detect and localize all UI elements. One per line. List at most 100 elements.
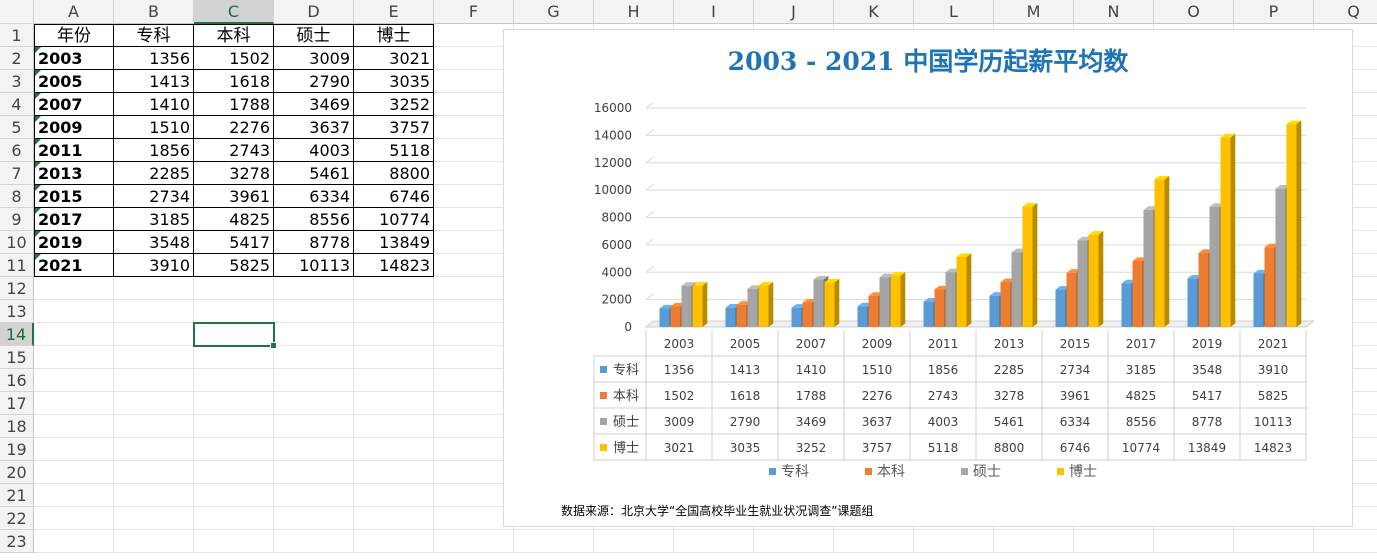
value-cell[interactable]: 1510 bbox=[114, 116, 194, 139]
value-cell[interactable]: 3021 bbox=[354, 47, 434, 70]
grid-cell[interactable] bbox=[594, 530, 674, 553]
row-header-13[interactable]: 13 bbox=[0, 300, 34, 323]
grid-cell[interactable] bbox=[434, 507, 514, 530]
column-header-c[interactable]: C bbox=[194, 0, 274, 24]
grid-cell[interactable] bbox=[434, 116, 514, 139]
grid-cell[interactable] bbox=[114, 369, 194, 392]
value-cell[interactable]: 3637 bbox=[274, 116, 354, 139]
grid-cell[interactable] bbox=[434, 392, 514, 415]
value-cell[interactable]: 5417 bbox=[194, 231, 274, 254]
grid-cell[interactable] bbox=[354, 323, 434, 346]
grid-cell[interactable] bbox=[114, 507, 194, 530]
row-header-2[interactable]: 2 bbox=[0, 47, 34, 70]
grid-cell[interactable] bbox=[434, 346, 514, 369]
grid-cell[interactable] bbox=[434, 231, 514, 254]
grid-cell[interactable] bbox=[114, 392, 194, 415]
grid-cell[interactable] bbox=[434, 93, 514, 116]
grid-cell[interactable] bbox=[34, 507, 114, 530]
value-cell[interactable]: 3009 bbox=[274, 47, 354, 70]
grid-cell[interactable] bbox=[434, 70, 514, 93]
grid-cell[interactable] bbox=[434, 208, 514, 231]
row-header-12[interactable]: 12 bbox=[0, 277, 34, 300]
grid-cell[interactable] bbox=[434, 415, 514, 438]
table-header-cell[interactable]: 本科 bbox=[194, 24, 274, 47]
grid-cell[interactable] bbox=[274, 461, 354, 484]
grid-cell[interactable] bbox=[194, 438, 274, 461]
grid-cell[interactable] bbox=[194, 369, 274, 392]
value-cell[interactable]: 4825 bbox=[194, 208, 274, 231]
value-cell[interactable]: 1618 bbox=[194, 70, 274, 93]
year-cell[interactable]: 2013 bbox=[34, 162, 114, 185]
value-cell[interactable]: 6334 bbox=[274, 185, 354, 208]
grid-cell[interactable] bbox=[354, 369, 434, 392]
grid-cell[interactable] bbox=[34, 530, 114, 553]
row-header-6[interactable]: 6 bbox=[0, 139, 34, 162]
row-header-1[interactable]: 1 bbox=[0, 24, 34, 47]
grid-cell[interactable] bbox=[34, 369, 114, 392]
grid-cell[interactable] bbox=[514, 530, 594, 553]
year-cell[interactable]: 2003 bbox=[34, 47, 114, 70]
row-header-5[interactable]: 5 bbox=[0, 116, 34, 139]
grid-cell[interactable] bbox=[434, 530, 514, 553]
grid-cell[interactable] bbox=[34, 323, 114, 346]
column-header-k[interactable]: K bbox=[834, 0, 914, 24]
grid-cell[interactable] bbox=[274, 392, 354, 415]
value-cell[interactable]: 4003 bbox=[274, 139, 354, 162]
table-header-cell[interactable]: 博士 bbox=[354, 24, 434, 47]
year-cell[interactable]: 2017 bbox=[34, 208, 114, 231]
row-header-9[interactable]: 9 bbox=[0, 208, 34, 231]
value-cell[interactable]: 3185 bbox=[114, 208, 194, 231]
year-cell[interactable]: 2011 bbox=[34, 139, 114, 162]
year-cell[interactable]: 2019 bbox=[34, 231, 114, 254]
grid-cell[interactable] bbox=[354, 300, 434, 323]
grid-cell[interactable] bbox=[434, 369, 514, 392]
grid-cell[interactable] bbox=[34, 461, 114, 484]
chart-area[interactable]: 2003 - 2021 中国学历起薪平均数 0 2000 4000 6000 8000 1… bbox=[503, 29, 1353, 527]
grid-cell[interactable] bbox=[34, 300, 114, 323]
grid-cell[interactable] bbox=[834, 530, 914, 553]
value-cell[interactable]: 8800 bbox=[354, 162, 434, 185]
value-cell[interactable]: 2743 bbox=[194, 139, 274, 162]
grid-cell[interactable] bbox=[114, 415, 194, 438]
grid-cell[interactable] bbox=[434, 277, 514, 300]
grid-cell[interactable] bbox=[114, 346, 194, 369]
value-cell[interactable]: 3278 bbox=[194, 162, 274, 185]
select-all-corner[interactable] bbox=[0, 0, 34, 24]
year-cell[interactable]: 2009 bbox=[34, 116, 114, 139]
value-cell[interactable]: 3252 bbox=[354, 93, 434, 116]
grid-cell[interactable] bbox=[354, 461, 434, 484]
table-header-cell[interactable]: 年份 bbox=[34, 24, 114, 47]
grid-cell[interactable] bbox=[434, 461, 514, 484]
grid-cell[interactable] bbox=[354, 438, 434, 461]
year-cell[interactable]: 2021 bbox=[34, 254, 114, 277]
grid-cell[interactable] bbox=[434, 300, 514, 323]
grid-cell[interactable] bbox=[274, 438, 354, 461]
grid-cell[interactable] bbox=[434, 323, 514, 346]
grid-cell[interactable] bbox=[274, 507, 354, 530]
column-header-q[interactable]: Q bbox=[1314, 0, 1377, 24]
value-cell[interactable]: 8556 bbox=[274, 208, 354, 231]
value-cell[interactable]: 1410 bbox=[114, 93, 194, 116]
grid-cell[interactable] bbox=[194, 507, 274, 530]
row-header-20[interactable]: 20 bbox=[0, 461, 34, 484]
grid-cell[interactable] bbox=[114, 438, 194, 461]
grid-cell[interactable] bbox=[274, 300, 354, 323]
grid-cell[interactable] bbox=[674, 530, 754, 553]
grid-cell[interactable] bbox=[274, 530, 354, 553]
year-cell[interactable]: 2015 bbox=[34, 185, 114, 208]
grid-cell[interactable] bbox=[194, 277, 274, 300]
row-header-21[interactable]: 21 bbox=[0, 484, 34, 507]
grid-cell[interactable] bbox=[114, 277, 194, 300]
value-cell[interactable]: 2734 bbox=[114, 185, 194, 208]
row-header-3[interactable]: 3 bbox=[0, 70, 34, 93]
value-cell[interactable]: 10774 bbox=[354, 208, 434, 231]
grid-cell[interactable] bbox=[434, 162, 514, 185]
grid-cell[interactable] bbox=[434, 438, 514, 461]
grid-cell[interactable] bbox=[274, 277, 354, 300]
grid-cell[interactable] bbox=[274, 369, 354, 392]
grid-cell[interactable] bbox=[194, 461, 274, 484]
row-header-7[interactable]: 7 bbox=[0, 162, 34, 185]
table-header-cell[interactable]: 专科 bbox=[114, 24, 194, 47]
column-header-i[interactable]: I bbox=[674, 0, 754, 24]
column-header-b[interactable]: B bbox=[114, 0, 194, 24]
